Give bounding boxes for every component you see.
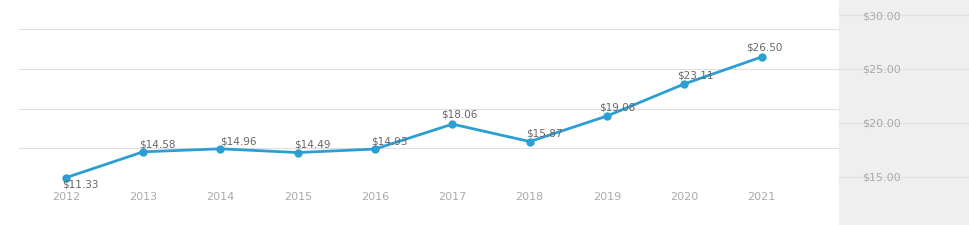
Text: $23.11: $23.11 <box>676 70 712 80</box>
Text: $14.96: $14.96 <box>220 136 257 146</box>
Text: $26.50: $26.50 <box>745 43 782 52</box>
Text: $14.49: $14.49 <box>294 139 330 149</box>
Text: $25.00: $25.00 <box>861 65 900 75</box>
Text: $14.58: $14.58 <box>140 139 175 148</box>
Text: $15.87: $15.87 <box>525 128 562 138</box>
Text: $18.06: $18.06 <box>440 109 477 119</box>
Text: $19.08: $19.08 <box>599 102 635 112</box>
Text: $30.00: $30.00 <box>861 11 900 21</box>
Text: $11.33: $11.33 <box>62 178 98 188</box>
Text: $14.93: $14.93 <box>371 136 407 146</box>
Text: $15.00: $15.00 <box>861 172 900 182</box>
Text: $20.00: $20.00 <box>861 118 900 128</box>
